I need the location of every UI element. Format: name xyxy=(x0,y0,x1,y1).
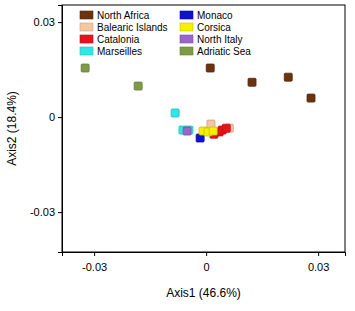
chart: -0.03 0 0.03 -0.03 0 0.03 Axis1 (46.6%) Axis2 (… xyxy=(0,0,355,311)
legend-label: North Italy xyxy=(197,34,243,45)
point xyxy=(284,73,292,81)
plot: -0.03 0 0.03 -0.03 0 0.03 xyxy=(30,5,346,273)
tick: 0 xyxy=(49,111,62,123)
tick-mark xyxy=(58,22,62,23)
legend-item: North Italy xyxy=(180,34,243,45)
legend-label: Marseilles xyxy=(97,46,142,57)
point xyxy=(206,64,214,72)
tick: -0.03 xyxy=(82,252,107,273)
legend-item: Corsica xyxy=(180,22,231,33)
legend-swatch xyxy=(180,35,193,43)
legend-swatch xyxy=(80,47,93,55)
y-axis: -0.03 0 0.03 xyxy=(30,6,63,253)
point xyxy=(222,124,230,132)
x-axis-title: Axis1 (46.6%) xyxy=(166,286,241,300)
legend-swatch xyxy=(180,11,193,19)
legend-item: Monaco xyxy=(180,10,233,21)
legend-label: Catalonia xyxy=(97,34,140,45)
tick-label: -0.03 xyxy=(82,261,107,273)
x-axis: -0.03 0 0.03 xyxy=(63,252,346,273)
point xyxy=(307,94,315,102)
tick-label: 0.03 xyxy=(34,16,55,28)
tick-mark xyxy=(206,252,207,256)
plot-frame xyxy=(62,5,345,252)
axis-line xyxy=(63,253,346,257)
tick-label: 0 xyxy=(49,111,55,123)
point xyxy=(171,109,179,117)
legend-item: Marseilles xyxy=(80,46,142,57)
legend-item: Adriatic Sea xyxy=(180,46,251,57)
legend-label: North Africa xyxy=(97,10,150,21)
legend-swatch xyxy=(80,23,93,31)
tick-mark xyxy=(94,252,95,256)
legend-label: Monaco xyxy=(197,10,233,21)
axis-line xyxy=(58,6,63,253)
legend-item: Balearic Islands xyxy=(80,22,168,33)
point xyxy=(248,78,256,86)
legend-item: Catalonia xyxy=(80,34,140,45)
tick: 0.03 xyxy=(308,252,329,273)
tick: 0.03 xyxy=(34,16,62,28)
legend-label: Balearic Islands xyxy=(97,22,168,33)
legend-swatch xyxy=(80,11,93,19)
points xyxy=(81,64,315,142)
series xyxy=(183,127,191,135)
point xyxy=(183,127,191,135)
series xyxy=(206,64,315,102)
y-axis-title: Axis2 (18.4%) xyxy=(5,91,19,166)
series xyxy=(81,64,142,90)
legend-swatch xyxy=(180,47,193,55)
tick-label: 0 xyxy=(204,261,210,273)
tick-mark xyxy=(318,252,319,256)
tick-mark xyxy=(58,212,62,213)
point xyxy=(134,82,142,90)
series xyxy=(171,109,193,134)
tick-label: -0.03 xyxy=(30,206,55,218)
legend-item: North Africa xyxy=(80,10,150,21)
point xyxy=(209,127,217,135)
legend-swatch xyxy=(80,35,93,43)
legend: North AfricaBalearic IslandsCataloniaMar… xyxy=(80,10,251,57)
legend-label: Adriatic Sea xyxy=(197,46,251,57)
tick: -0.03 xyxy=(30,206,62,218)
point xyxy=(81,64,89,72)
series xyxy=(210,124,230,138)
tick: 0 xyxy=(204,252,210,273)
series xyxy=(199,127,217,136)
tick-mark xyxy=(58,117,62,118)
tick-label: 0.03 xyxy=(308,261,329,273)
legend-label: Corsica xyxy=(197,22,231,33)
legend-swatch xyxy=(180,23,193,31)
